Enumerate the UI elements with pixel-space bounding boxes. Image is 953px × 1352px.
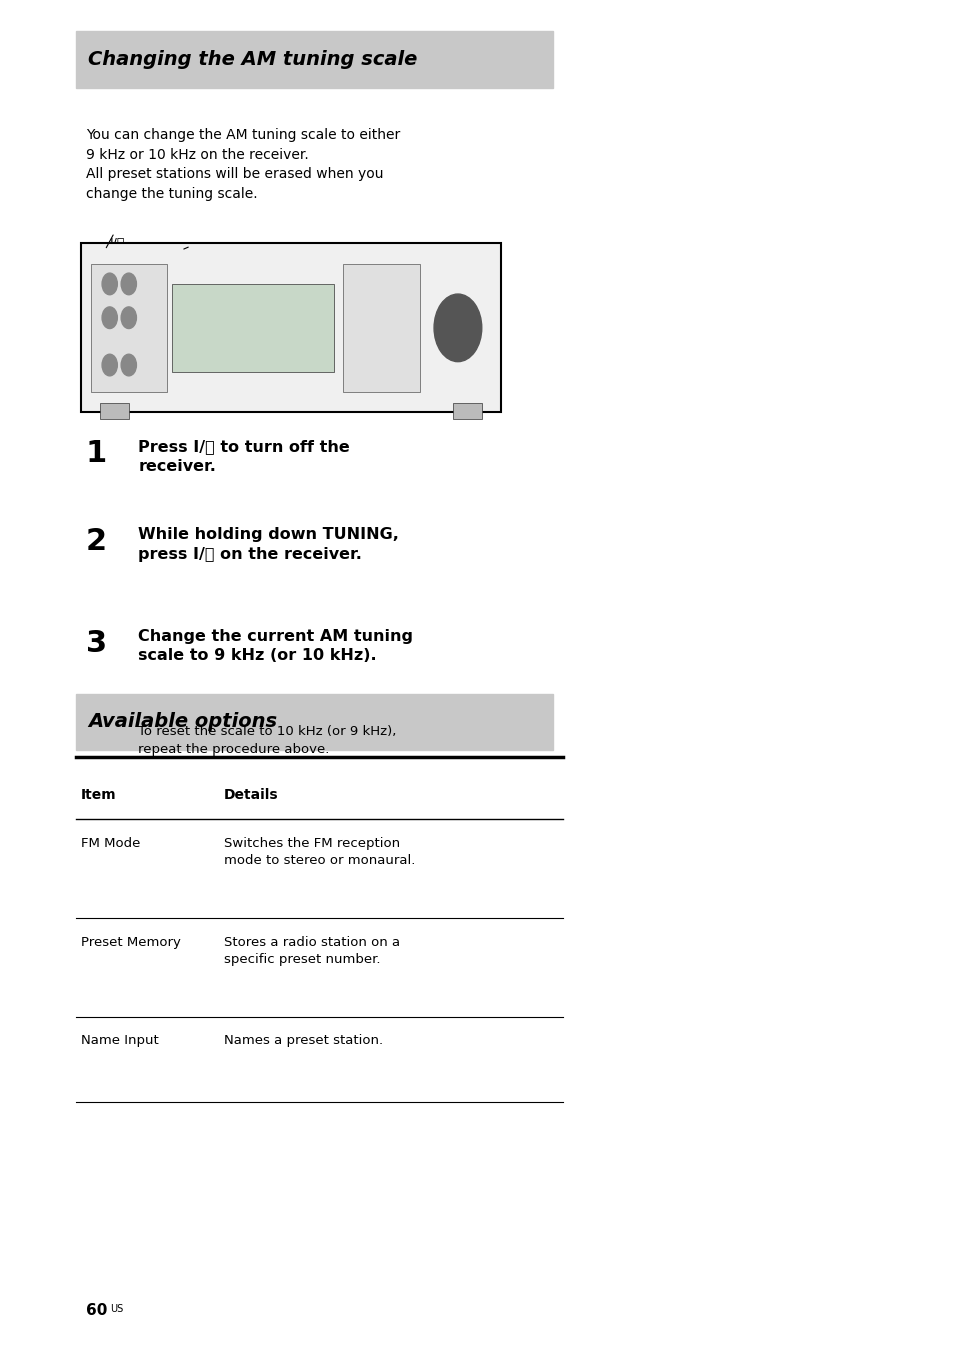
Text: 60: 60 [86, 1303, 107, 1318]
FancyBboxPatch shape [81, 243, 500, 412]
Circle shape [121, 354, 136, 376]
Bar [343, 264, 419, 392]
Text: US: US [110, 1305, 123, 1314]
Text: 1: 1 [86, 439, 107, 468]
Text: FM Mode: FM Mode [81, 837, 140, 850]
Text: Change the current AM tuning
scale to 9 kHz (or 10 kHz).: Change the current AM tuning scale to 9 … [138, 629, 413, 664]
Text: Item: Item [81, 788, 116, 802]
Circle shape [121, 273, 136, 295]
Text: Available options: Available options [88, 713, 276, 731]
Text: Names a preset station.: Names a preset station. [224, 1034, 383, 1048]
Bar [76, 31, 553, 88]
Text: Switches the FM reception
mode to stereo or monaural.: Switches the FM reception mode to stereo… [224, 837, 416, 868]
Circle shape [121, 307, 136, 329]
Bar [100, 403, 129, 419]
Circle shape [102, 307, 117, 329]
Text: Changing the AM tuning scale: Changing the AM tuning scale [88, 50, 416, 69]
Circle shape [434, 295, 481, 362]
Circle shape [102, 354, 117, 376]
Bar [172, 284, 334, 372]
Text: Details: Details [224, 788, 278, 802]
Bar [453, 403, 481, 419]
Bar [76, 694, 553, 750]
Text: Preset Memory: Preset Memory [81, 936, 181, 949]
Text: I/⏻: I/⏻ [110, 237, 125, 250]
Text: Name Input: Name Input [81, 1034, 158, 1048]
Circle shape [102, 273, 117, 295]
Bar [91, 264, 167, 392]
Text: While holding down TUNING,
press I/⏻ on the receiver.: While holding down TUNING, press I/⏻ on … [138, 527, 398, 562]
Text: TUNING: TUNING [167, 250, 211, 260]
Text: Press I/⏻ to turn off the
receiver.: Press I/⏻ to turn off the receiver. [138, 439, 350, 475]
Text: You can change the AM tuning scale to either
9 kHz or 10 kHz on the receiver.
Al: You can change the AM tuning scale to ei… [86, 128, 399, 201]
Text: Stores a radio station on a
specific preset number.: Stores a radio station on a specific pre… [224, 936, 400, 967]
Text: To reset the scale to 10 kHz (or 9 kHz),
repeat the procedure above.: To reset the scale to 10 kHz (or 9 kHz),… [138, 725, 396, 756]
Text: 3: 3 [86, 629, 107, 657]
Text: 2: 2 [86, 527, 107, 556]
